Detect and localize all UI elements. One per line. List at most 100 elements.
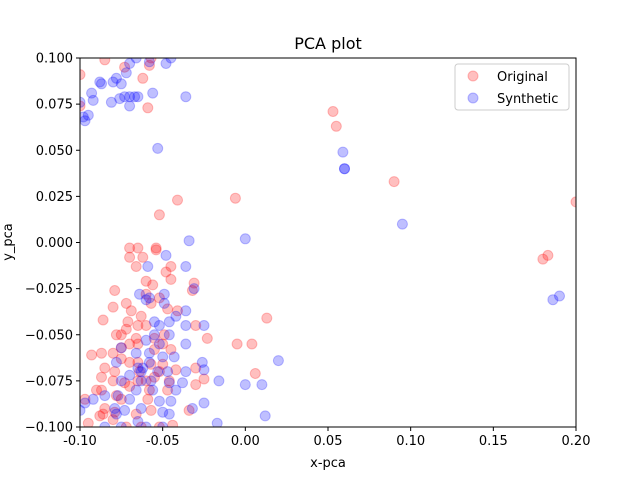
- point-synthetic-43: [170, 310, 182, 322]
- point-synthetic-32: [239, 233, 251, 245]
- point-original-57: [261, 312, 273, 324]
- legend: Original Synthetic: [454, 63, 570, 111]
- x-tick-label: 0.05: [314, 434, 343, 449]
- point-synthetic-98: [186, 403, 198, 414]
- point-original-6: [145, 58, 157, 64]
- point-synthetic-17: [132, 91, 144, 103]
- point-original-88: [143, 384, 155, 396]
- point-original-18: [150, 244, 162, 256]
- point-original-89: [162, 384, 174, 396]
- y-tick-label: −0.075: [25, 374, 73, 389]
- point-original-85: [96, 384, 107, 396]
- point-original-46: [130, 332, 142, 344]
- point-original-2: [99, 58, 111, 66]
- point-original-77: [132, 375, 144, 387]
- point-synthetic-44: [163, 316, 175, 328]
- point-synthetic-89: [80, 397, 91, 409]
- point-synthetic-69: [124, 369, 136, 381]
- point-synthetic-105: [547, 294, 559, 306]
- point-synthetic-70: [115, 375, 127, 387]
- point-original-55: [148, 344, 160, 355]
- point-original-26: [165, 273, 177, 285]
- point-synthetic-18: [120, 67, 132, 79]
- point-original-82: [190, 379, 202, 391]
- point-synthetic-35: [180, 261, 192, 272]
- point-synthetic-48: [198, 320, 210, 331]
- y-tick-label: 0.000: [36, 236, 73, 251]
- point-synthetic-42: [180, 305, 192, 317]
- points-layer: [80, 58, 576, 427]
- point-original-72: [170, 364, 182, 376]
- point-original-71: [153, 366, 165, 378]
- point-original-38: [97, 314, 109, 326]
- point-synthetic-60: [143, 356, 155, 368]
- point-original-74: [109, 366, 121, 378]
- x-tick-label: 0.00: [231, 434, 260, 449]
- point-synthetic-45: [148, 316, 160, 328]
- point-original-95: [109, 406, 121, 418]
- point-synthetic-73: [163, 377, 175, 389]
- point-original-31: [107, 301, 119, 313]
- point-synthetic-62: [168, 351, 180, 363]
- point-synthetic-22: [147, 87, 159, 99]
- point-original-13: [229, 192, 241, 204]
- point-synthetic-63: [196, 356, 208, 368]
- point-original-90: [115, 393, 127, 405]
- point-synthetic-3: [82, 109, 94, 121]
- point-synthetic-90: [80, 404, 86, 416]
- point-original-51: [157, 338, 169, 350]
- point-original-36: [125, 305, 137, 317]
- point-synthetic-34: [142, 261, 154, 272]
- point-original-7: [137, 72, 149, 84]
- point-original-11: [570, 196, 576, 208]
- point-synthetic-36: [158, 288, 170, 300]
- point-synthetic-30: [396, 218, 408, 230]
- point-original-19: [137, 251, 149, 263]
- legend-marker-synthetic: [467, 92, 479, 104]
- point-original-53: [132, 338, 144, 350]
- point-original-35: [162, 303, 174, 315]
- point-original-91: [142, 393, 154, 405]
- point-synthetic-2: [80, 115, 91, 127]
- y-tick-label: 0.025: [36, 190, 73, 205]
- point-original-16: [132, 242, 144, 254]
- point-original-63: [115, 353, 127, 365]
- x-axis: -0.10 -0.05 0.00 0.05 0.10 0.15 0.20: [63, 427, 590, 449]
- point-original-47: [148, 332, 160, 344]
- point-original-45: [110, 329, 122, 341]
- x-tick-label: -0.05: [146, 434, 180, 449]
- point-original-52: [115, 342, 127, 354]
- point-synthetic-8: [105, 96, 117, 108]
- point-original-96: [94, 410, 106, 422]
- point-original-59: [246, 338, 258, 350]
- point-original-65: [99, 362, 111, 374]
- point-synthetic-93: [119, 404, 131, 416]
- point-synthetic-6: [94, 76, 106, 88]
- x-axis-label: x-pca: [310, 456, 346, 471]
- point-synthetic-15: [124, 91, 136, 103]
- point-synthetic-41: [158, 297, 170, 309]
- point-original-48: [158, 329, 170, 341]
- x-tick-label: 0.20: [562, 434, 591, 449]
- point-synthetic-104: [99, 421, 111, 427]
- point-original-56: [165, 344, 177, 355]
- legend-label-original: Original: [497, 70, 548, 85]
- point-synthetic-86: [153, 395, 165, 407]
- chart-title: PCA plot: [294, 34, 362, 53]
- x-tick-label: 0.10: [396, 434, 425, 449]
- point-original-100: [82, 417, 94, 427]
- point-original-76: [119, 377, 131, 389]
- point-synthetic-24: [165, 58, 177, 64]
- point-synthetic-83: [99, 390, 111, 402]
- point-original-102: [120, 421, 132, 427]
- point-original-105: [167, 419, 179, 427]
- point-synthetic-0: [80, 96, 86, 108]
- point-synthetic-56: [130, 347, 142, 359]
- point-original-61: [96, 347, 107, 359]
- point-synthetic-65: [152, 366, 164, 378]
- point-synthetic-21: [143, 58, 155, 68]
- point-original-81: [198, 373, 210, 385]
- point-synthetic-92: [110, 408, 122, 420]
- point-synthetic-81: [170, 384, 182, 396]
